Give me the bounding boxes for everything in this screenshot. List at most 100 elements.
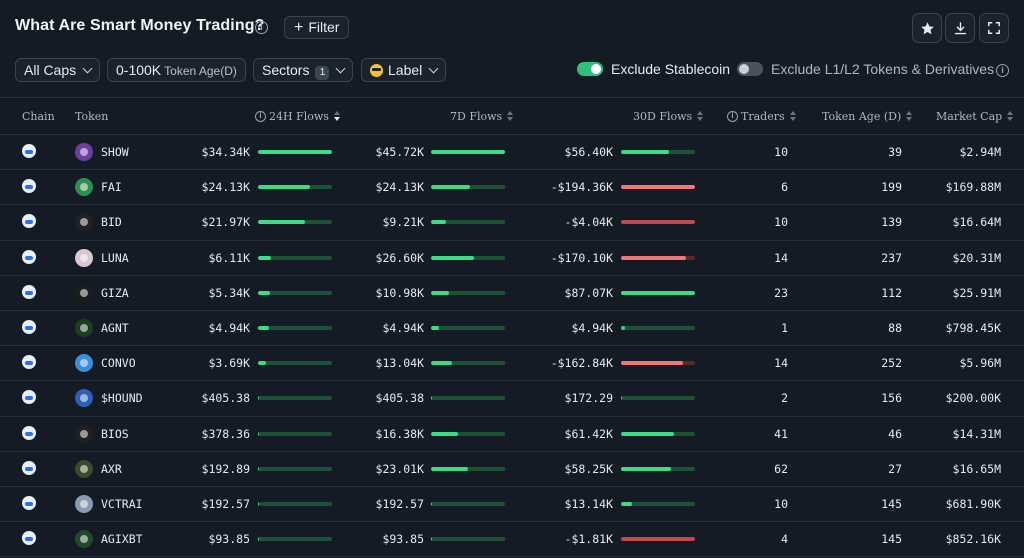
flow-24h-bar [258,150,332,154]
token-symbol[interactable]: LUNA [101,250,129,265]
token-symbol[interactable]: AXR [101,461,122,476]
flow-24h-value: $24.13K [201,180,250,195]
token-age-value: 88 [888,320,902,335]
table-row[interactable]: $HOUND $405.38 $405.38 $172.29 2 156 $200.00K [0,381,1024,417]
sectors-dropdown[interactable]: Sectors 1 [253,58,354,82]
table-row[interactable]: VCTRAI $192.57 $192.57 $13.14K 10 145 $681.90K [0,487,1024,523]
token-logo-icon [75,389,93,408]
flow-7d-bar [431,255,505,260]
flow-30d-bar [621,325,695,330]
market-cap-value: $14.31M [952,426,1001,441]
table-row[interactable]: LUNA $6.11K $26.60K -$170.10K 14 237 $20.31M [0,241,1024,276]
base-chain-icon [22,319,36,334]
traders-count: 4 [781,532,788,547]
expand-button[interactable] [979,13,1009,43]
traders-count: 6 [781,180,788,195]
column-7d-flows[interactable]: 7D Flows [450,110,514,123]
base-chain-icon [22,495,36,510]
column-token[interactable]: Token [75,110,109,123]
table-row[interactable]: BID $21.97K $9.21K -$4.04K 10 139 $16.64M [0,205,1024,241]
token-symbol[interactable]: SHOW [101,145,129,159]
flow-7d-bar [431,185,505,190]
token-symbol[interactable]: $HOUND [101,391,143,406]
info-icon[interactable]: i [255,110,266,122]
flow-7d-value: $9.21K [382,215,424,230]
flow-24h-bar [258,255,332,260]
token-age-value: 46 [888,426,902,441]
token-age-value: 145 [881,496,902,511]
column-traders[interactable]: i Traders [727,110,797,123]
column-7d-flows-label: 7D Flows [450,110,503,123]
column-chain[interactable]: Chain [22,110,55,123]
flow-30d-value: $56.40K [564,145,613,159]
column-market-cap[interactable]: Market Cap [936,110,1014,123]
market-cap-value: $5.96M [959,356,1001,371]
market-cap-value: $2.94M [959,145,1001,159]
table-row[interactable]: GIZA $5.34K $10.98K $87.07K 23 112 $25.91M [0,276,1024,311]
traders-count: 1 [781,320,788,335]
token-symbol[interactable]: AGNT [101,320,129,335]
token-logo-icon [75,283,93,302]
filter-button[interactable]: + Filter [284,16,350,39]
flow-7d-bar [431,537,505,542]
market-cap-value: $16.64M [952,215,1001,230]
market-cap-value: $852.16K [945,532,1001,547]
caps-dropdown[interactable]: All Caps [15,58,101,82]
flow-24h-bar [258,185,332,190]
token-symbol[interactable]: BIOS [101,426,129,441]
token-logo-icon [75,248,93,267]
table-row[interactable]: SHOW $34.34K $45.72K $56.40K 10 39 $2.94M [0,135,1024,171]
flow-7d-value: $16.38K [375,426,424,441]
table-row[interactable]: CONVO $3.69K $13.04K -$162.84K 14 252 $5.96M [0,346,1024,382]
token-symbol[interactable]: VCTRAI [101,496,143,511]
table-row[interactable]: AGIXBT $93.85 $93.85 -$1.81K 4 145 $852.16K [0,522,1024,558]
token-age-value: 39 [888,145,902,159]
star-button[interactable] [912,13,942,43]
table-row[interactable]: AGNT $4.94K $4.94K $4.94K 1 88 $798.45K [0,311,1024,347]
label-text: Label [388,62,423,78]
token-symbol[interactable]: GIZA [101,285,129,300]
info-icon[interactable]: i [996,64,1009,77]
sort-icon [1006,111,1014,121]
flow-7d-bar [431,325,505,330]
table-row[interactable]: BIOS $378.36 $16.38K $61.42K 41 46 $14.31M [0,417,1024,452]
token-symbol[interactable]: FAI [101,180,122,195]
flow-24h-value: $405.38 [201,391,250,406]
table-row[interactable]: AXR $192.89 $23.01K $58.25K 62 27 $16.65M [0,452,1024,487]
toggle-knob [739,64,749,74]
flow-7d-value: $13.04K [375,356,424,371]
flow-30d-value: $13.14K [564,496,613,511]
token-logo-icon [75,143,93,161]
market-cap-value: $16.65M [952,461,1001,476]
token-age-filter[interactable]: 0-100K Token Age(D) [107,58,246,82]
token-symbol[interactable]: CONVO [101,356,136,371]
column-token-age[interactable]: Token Age (D) [822,110,913,123]
table-row[interactable]: FAI $24.13K $24.13K -$194.36K 6 199 $169.88M [0,170,1024,206]
flow-30d-bar [621,150,695,154]
label-dropdown[interactable]: Label [361,58,447,82]
token-logo-icon [75,318,93,337]
base-chain-icon [22,214,36,229]
download-button[interactable] [945,13,975,43]
info-icon[interactable]: i [255,21,268,34]
base-chain-icon [22,179,36,194]
exclude-stablecoin-toggle[interactable] [577,62,603,76]
base-chain-icon [22,390,36,405]
token-symbol[interactable]: AGIXBT [101,532,143,547]
flow-30d-bar [621,255,695,260]
token-age-value: 27 [888,461,902,476]
traders-count: 14 [774,356,788,371]
sort-icon [696,111,704,121]
info-icon[interactable]: i [727,110,738,122]
flow-7d-bar [431,290,505,295]
column-24h-flows-label: 24H Flows [269,110,329,123]
column-30d-flows[interactable]: 30D Flows [633,110,704,123]
flow-30d-value: -$170.10K [550,250,613,265]
download-icon [954,21,966,34]
market-cap-value: $798.45K [945,320,1001,335]
token-symbol[interactable]: BID [101,215,122,230]
column-24h-flows[interactable]: i 24H Flows [255,110,341,123]
token-age-value: 0-100K [116,62,162,78]
exclude-l1l2-toggle[interactable] [737,62,763,76]
column-market-cap-label: Market Cap [936,110,1003,123]
